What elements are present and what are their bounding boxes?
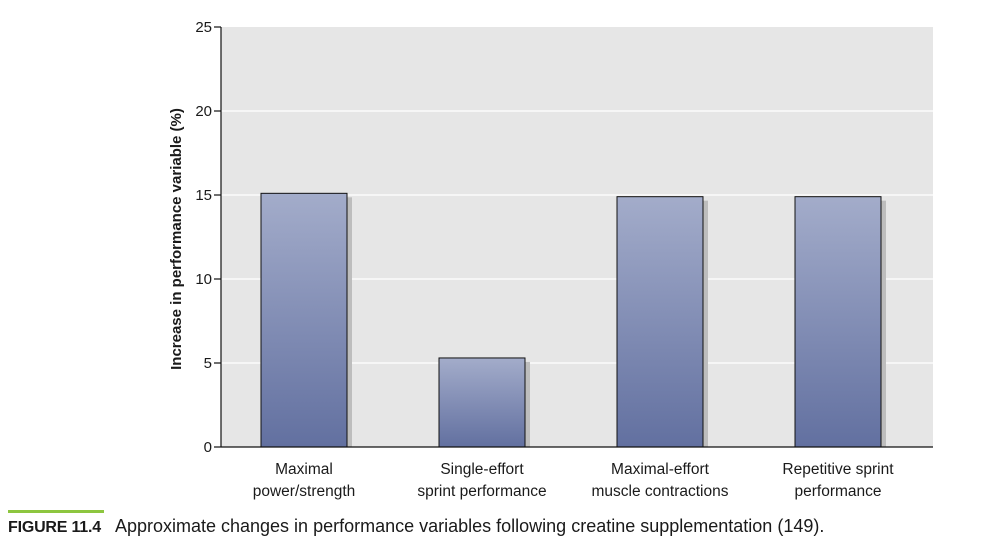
y-tick-label: 20: [195, 103, 212, 120]
category-label: Single-effort sprint performance: [417, 461, 546, 500]
y-tick-label: 5: [204, 355, 212, 372]
axes: [214, 26, 933, 448]
y-tick-label: 15: [195, 187, 212, 204]
bar-chart: 0 5 10 15 20 25 Maximal power/strength Single-e…: [168, 19, 933, 500]
bar: [260, 192, 348, 448]
y-axis-title: Increase in performance variable (%): [168, 108, 185, 370]
category-label: Maximal-effort muscle contractions: [592, 461, 729, 500]
y-tick-label: 10: [195, 271, 212, 288]
y-tick-label: 0: [204, 439, 212, 456]
figure-caption-text: Approximate changes in performance varia…: [114, 516, 825, 536]
figure-caption: FIGURE 11.4 Approximate changes in perfor…: [8, 516, 998, 537]
bars: [260, 192, 882, 448]
category-label: Maximal power/strength: [253, 461, 356, 500]
bar: [438, 357, 526, 448]
caption-rule: [8, 510, 104, 513]
figure-label: FIGURE 11.4: [8, 519, 101, 536]
bar: [794, 196, 882, 448]
bar: [616, 196, 704, 448]
y-tick-label: 25: [195, 19, 212, 36]
category-label: Repetitive sprint performance: [782, 461, 894, 500]
y-tick-labels: 0 5 10 15 20 25: [195, 19, 212, 456]
category-labels: Maximal power/strength Single-effort sprint…: [253, 461, 895, 500]
